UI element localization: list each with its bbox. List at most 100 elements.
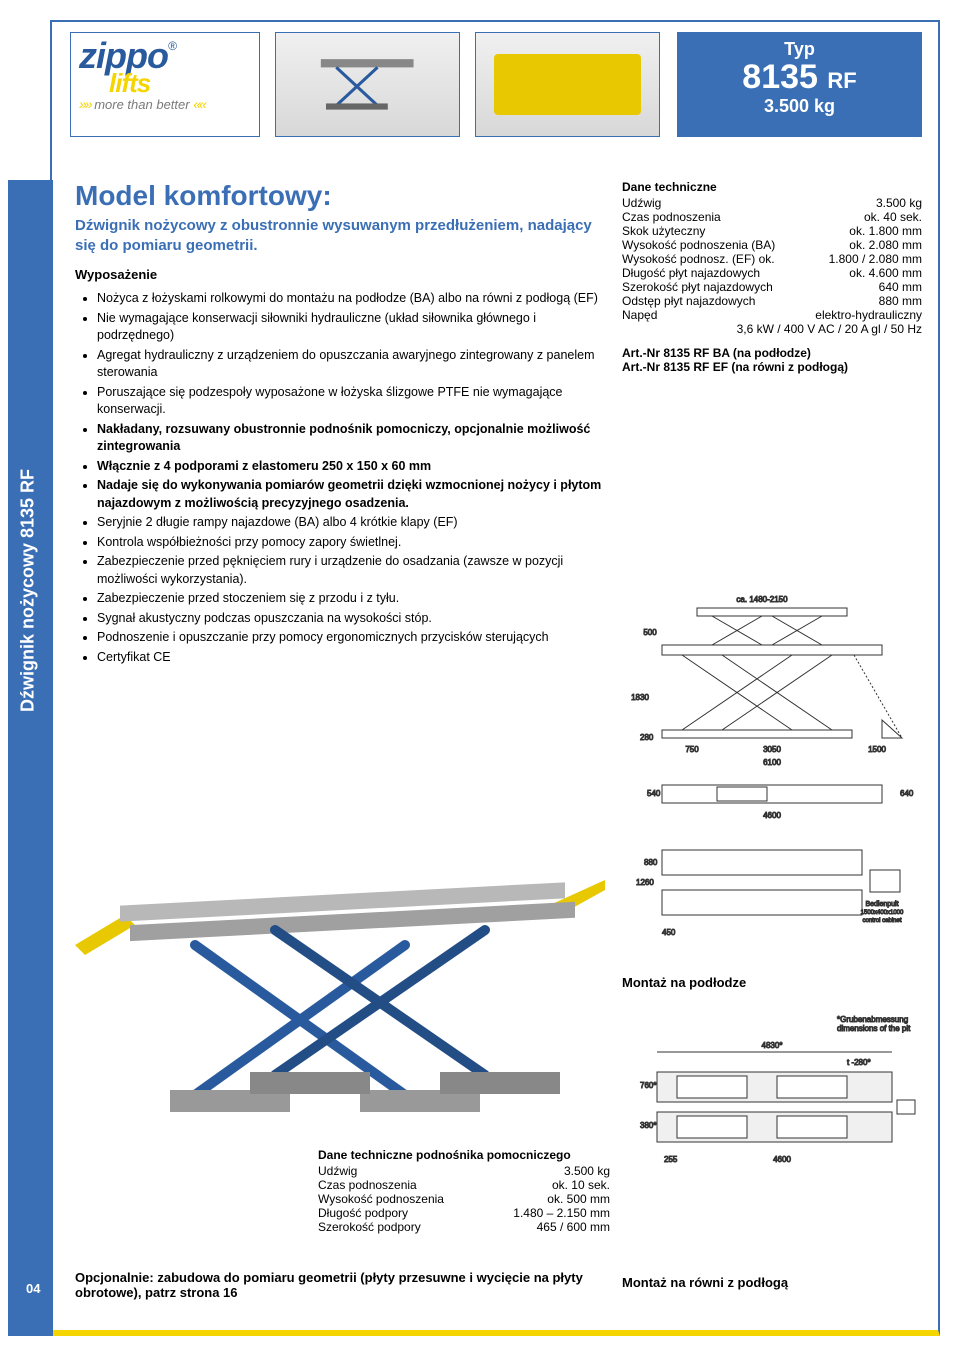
spec-label: Czas podnoszenia (318, 1178, 417, 1192)
spec-row: Skok użyteczny ok. 1.800 mm (622, 224, 922, 238)
article-number-2: Art.-Nr 8135 RF EF (na równi z podłogą) (622, 360, 922, 374)
spec-row: Udźwig3.500 kg (622, 196, 922, 210)
product-photo-2 (475, 32, 660, 137)
svg-text:*Grubenabmessung: *Grubenabmessung (837, 1015, 908, 1024)
spec-label: Szerokość płyt najazdowych (622, 280, 773, 294)
svg-text:control cabinet: control cabinet (862, 918, 901, 924)
technical-diagram-2: *Grubenabmessung dimensions of the pit 4… (622, 1010, 922, 1210)
feature-item: Nakładany, rozsuwany obustronnie podnośn… (97, 421, 610, 456)
feature-item: Zabezpieczenie przed stoczeniem się z pr… (97, 590, 610, 608)
page-title: Model komfortowy: (75, 180, 610, 212)
spec-label: Skok użyteczny (622, 224, 705, 238)
svg-text:4600: 4600 (763, 811, 781, 820)
page-subtitle: Dźwignik nożycowy z obustronnie wysuwany… (75, 216, 610, 255)
spec-row: Udźwig 3.500 kg (318, 1164, 610, 1178)
feature-item: Certyfikat CE (97, 649, 610, 667)
product-photo-1 (275, 32, 460, 137)
spec-row: Czas podnoszenia ok. 10 sek. (318, 1178, 610, 1192)
spec-value: 3.500 kg (564, 1164, 610, 1178)
optional-note: Opcjonalnie: zabudowa do pomiaru geometr… (75, 1270, 595, 1300)
svg-text:1500: 1500 (868, 745, 886, 754)
feature-item: Agregat hydrauliczny z urządzeniem do op… (97, 347, 610, 382)
svg-text:640: 640 (900, 789, 914, 798)
article-number-1: Art.-Nr 8135 RF BA (na podłodze) (622, 346, 922, 360)
feature-item: Sygnał akustyczny podczas opuszczania na… (97, 610, 610, 628)
spec-value: ok. 2.080 mm (849, 238, 922, 252)
svg-text:3050: 3050 (763, 745, 781, 754)
technical-diagram-1: ca. 1480-2150 500 1830 750 3050 1500 610… (622, 590, 922, 960)
svg-text:280: 280 (640, 733, 654, 742)
feature-item: Podnoszenie i opuszczanie przy pomocy er… (97, 629, 610, 647)
svg-text:255: 255 (664, 1155, 678, 1164)
spec-row: Czas podnoszenia ok. 40 sek. (622, 210, 922, 224)
aux-specs-panel: Dane techniczne podnośnika pomocniczego … (318, 1148, 610, 1234)
feature-item: Poruszające się podzespoły wyposażone w … (97, 384, 610, 419)
spec-value: 1.800 / 2.080 mm (829, 252, 922, 266)
svg-text:t -280*: t -280* (847, 1058, 871, 1067)
page-number: 04 (26, 1281, 40, 1296)
aux-specs-heading: Dane techniczne podnośnika pomocniczego (318, 1148, 610, 1162)
spec-label: Wysokość podnoszenia (318, 1192, 444, 1206)
specs-heading: Dane techniczne (622, 180, 922, 194)
equipment-heading: Wyposażenie (75, 267, 610, 282)
svg-text:6100: 6100 (763, 758, 781, 767)
svg-text:Bedienpult: Bedienpult (865, 901, 898, 908)
feature-item: Zabezpieczenie przed pęknięciem rury i u… (97, 553, 610, 588)
spec-value: ok. 40 sek. (864, 210, 922, 224)
spec-row: Wysokość podnoszeniaok. 500 mm (318, 1192, 610, 1206)
spec-value: ok. 1.800 mm (849, 224, 922, 238)
spec-label: Udźwig (318, 1164, 357, 1178)
feature-item: Seryjnie 2 długie rampy najazdowe (BA) a… (97, 514, 610, 532)
svg-text:4830*: 4830* (762, 1041, 783, 1050)
svg-text:4600: 4600 (773, 1155, 791, 1164)
spec-value: 640 mm (879, 280, 922, 294)
logo-line1: zippo® (79, 41, 251, 72)
spec-value: ok. 4.600 mm (849, 266, 922, 280)
side-label-text: Dźwignik nożycowy 8135 RF (18, 451, 39, 731)
svg-text:880: 880 (644, 858, 658, 867)
spec-row: Szerokość podpory 465 / 600 mm (318, 1220, 610, 1234)
spec-label: Odstęp płyt najazdowych (622, 294, 755, 308)
svg-text:380*: 380* (640, 1121, 656, 1130)
feature-item: Nożyca z łożyskami rolkowymi do montażu … (97, 290, 610, 308)
spec-value: elektro-hydrauliczny (815, 308, 922, 322)
header: zippo® lifts »» more than better «« Typ … (50, 20, 940, 160)
feature-item: Nie wymagające konserwacji siłowniki hyd… (97, 310, 610, 345)
spec-row: Napędelektro-hydrauliczny (622, 308, 922, 322)
svg-text:750: 750 (685, 745, 699, 754)
lift-deck-icon (494, 54, 640, 116)
spec-row: Długość podpory1.480 – 2.150 mm (318, 1206, 610, 1220)
feature-item: Włącznie z 4 podporami z elastomeru 250 … (97, 458, 610, 476)
spec-label: Czas podnoszenia (622, 210, 721, 224)
logo-box: zippo® lifts »» more than better «« (70, 32, 260, 137)
type-model: 8135 RF (678, 60, 921, 94)
spec-value: ok. 10 sek. (552, 1178, 610, 1192)
dim-label: ca. 1480-2150 (736, 595, 788, 604)
spec-label: Długość płyt najazdowych (622, 266, 760, 280)
spec-value: 880 mm (879, 294, 922, 308)
type-box: Typ 8135 RF 3.500 kg (677, 32, 922, 137)
specs-panel: Dane techniczne Udźwig3.500 kgCzas podno… (622, 180, 922, 374)
spec-label: Szerokość podpory (318, 1220, 421, 1234)
spec-row: 3,6 kW / 400 V AC / 20 A gl / 50 Hz (622, 322, 922, 336)
type-label: Typ (678, 39, 921, 60)
spec-label: Wysokość podnoszenia (BA) (622, 238, 775, 252)
diagram-caption-1: Montaż na podłodze (622, 975, 922, 990)
svg-text:1500x400x1000: 1500x400x1000 (861, 910, 904, 916)
product-main-image (75, 850, 605, 1140)
svg-text:760*: 760* (640, 1081, 656, 1090)
spec-value: 465 / 600 mm (537, 1220, 610, 1234)
feature-item: Nadaje się do wykonywania pomiarów geome… (97, 477, 610, 512)
spec-row: Odstęp płyt najazdowych 880 mm (622, 294, 922, 308)
svg-text:540: 540 (647, 789, 661, 798)
type-weight: 3.500 kg (678, 96, 921, 117)
svg-text:450: 450 (662, 928, 676, 937)
main-content: Model komfortowy: Dźwignik nożycowy z ob… (75, 180, 610, 668)
spec-row: Szerokość płyt najazdowych 640 mm (622, 280, 922, 294)
spec-label: Wysokość podnosz. (EF) ok. (622, 252, 775, 266)
logo-tagline: »» more than better «« (79, 96, 251, 112)
spec-value: 3,6 kW / 400 V AC / 20 A gl / 50 Hz (737, 322, 922, 336)
spec-row: Długość płyt najazdowych ok. 4.600 mm (622, 266, 922, 280)
diagram-caption-2: Montaż na równi z podłogą (622, 1275, 922, 1290)
svg-text:dimensions of the pit: dimensions of the pit (837, 1024, 911, 1033)
